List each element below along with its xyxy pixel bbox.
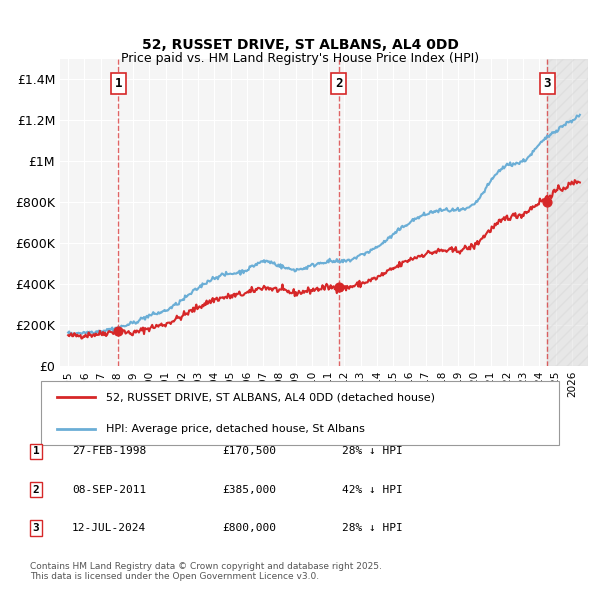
- Text: HPI: Average price, detached house, St Albans: HPI: Average price, detached house, St A…: [106, 424, 364, 434]
- Text: Price paid vs. HM Land Registry's House Price Index (HPI): Price paid vs. HM Land Registry's House …: [121, 52, 479, 65]
- Text: 3: 3: [544, 77, 551, 90]
- Text: 3: 3: [32, 523, 40, 533]
- Text: 2: 2: [335, 77, 343, 90]
- FancyBboxPatch shape: [41, 381, 559, 445]
- Text: 12-JUL-2024: 12-JUL-2024: [72, 523, 146, 533]
- Text: Contains HM Land Registry data © Crown copyright and database right 2025.
This d: Contains HM Land Registry data © Crown c…: [30, 562, 382, 581]
- Point: [542, 198, 552, 207]
- Text: 27-FEB-1998: 27-FEB-1998: [72, 447, 146, 456]
- Text: £170,500: £170,500: [222, 447, 276, 456]
- Text: 42% ↓ HPI: 42% ↓ HPI: [342, 485, 403, 494]
- Text: 1: 1: [32, 447, 40, 456]
- Point: [334, 283, 344, 292]
- Text: £385,000: £385,000: [222, 485, 276, 494]
- Text: £800,000: £800,000: [222, 523, 276, 533]
- Text: 52, RUSSET DRIVE, ST ALBANS, AL4 0DD (detached house): 52, RUSSET DRIVE, ST ALBANS, AL4 0DD (de…: [106, 392, 434, 402]
- Point: [113, 326, 123, 336]
- Text: 28% ↓ HPI: 28% ↓ HPI: [342, 523, 403, 533]
- Text: 1: 1: [115, 77, 122, 90]
- Text: 52, RUSSET DRIVE, ST ALBANS, AL4 0DD: 52, RUSSET DRIVE, ST ALBANS, AL4 0DD: [142, 38, 458, 53]
- Text: 28% ↓ HPI: 28% ↓ HPI: [342, 447, 403, 456]
- Text: 2: 2: [32, 485, 40, 494]
- Text: 08-SEP-2011: 08-SEP-2011: [72, 485, 146, 494]
